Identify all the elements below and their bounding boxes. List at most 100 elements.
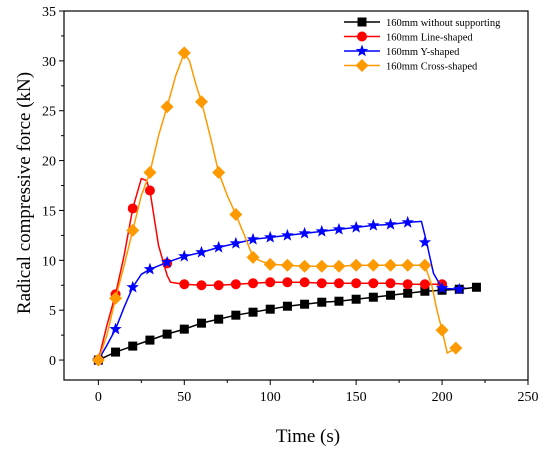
data-point [143, 262, 157, 275]
data-point [111, 347, 121, 357]
data-point [265, 304, 275, 314]
data-point [281, 228, 294, 241]
data-point [179, 324, 189, 334]
data-point [449, 341, 463, 355]
series-line [98, 286, 477, 361]
data-point [453, 282, 466, 295]
legend-label: 160mm Cross-shaped [386, 62, 478, 73]
x-tick-label: 50 [177, 390, 191, 405]
legend-marker [357, 17, 367, 27]
data-point [162, 329, 172, 339]
legend-item-3: 160mm Y-shaped [344, 44, 460, 58]
data-point [385, 278, 396, 289]
data-point [351, 278, 362, 289]
legend-item-1: 160mm without supporting [344, 17, 501, 29]
y-tick-label: 5 [49, 304, 56, 319]
x-tick-label: 100 [260, 390, 281, 405]
data-point [230, 279, 241, 290]
data-point [213, 280, 224, 291]
data-point [126, 280, 139, 293]
data-point [143, 166, 157, 180]
data-point [109, 291, 123, 305]
y-tick-label: 20 [42, 155, 56, 170]
data-point [367, 218, 380, 231]
legend-label: 160mm without supporting [386, 18, 501, 29]
series-4 [91, 46, 463, 367]
x-tick-label: 150 [346, 390, 367, 405]
y-axis-title: Radical compressive force (kN) [14, 72, 35, 314]
y-tick-label: 30 [42, 55, 56, 70]
data-point [368, 278, 379, 289]
data-point [214, 314, 224, 324]
data-point [282, 277, 293, 288]
data-point [246, 232, 260, 245]
data-point [402, 279, 413, 290]
data-point [282, 301, 292, 311]
legend-label: 160mm Y-shaped [386, 47, 460, 58]
legend-label: 160mm Line-shaped [386, 33, 473, 44]
y-tick-label: 25 [42, 105, 56, 120]
data-point [420, 286, 430, 296]
legend-marker [357, 31, 367, 42]
data-point [316, 278, 327, 289]
data-point [144, 185, 155, 196]
data-point [145, 335, 155, 345]
data-point [471, 282, 481, 292]
data-point [403, 288, 413, 298]
data-point [195, 245, 208, 258]
data-point [401, 215, 414, 228]
data-point [246, 250, 260, 264]
data-point [315, 224, 328, 237]
data-point [177, 46, 191, 60]
plot-area [91, 46, 481, 367]
data-point [178, 249, 191, 262]
data-point [280, 258, 294, 272]
data-point [351, 294, 361, 304]
data-point [212, 240, 225, 253]
data-point [127, 203, 138, 214]
data-point [264, 230, 277, 243]
data-point [231, 310, 241, 320]
data-point [418, 258, 432, 272]
data-point [386, 290, 396, 300]
data-point [194, 95, 208, 109]
legend-item-2: 160mm Line-shaped [344, 31, 473, 44]
data-point [332, 259, 346, 273]
series-1 [93, 282, 481, 365]
x-tick-label: 200 [432, 390, 453, 405]
data-point [265, 277, 276, 288]
y-tick-label: 15 [42, 204, 56, 219]
x-axis-title: Time (s) [276, 426, 340, 447]
data-point [366, 258, 380, 272]
data-point [401, 258, 415, 272]
data-point [212, 166, 226, 180]
data-point [128, 341, 138, 351]
data-point [435, 323, 449, 337]
data-point [179, 279, 190, 290]
data-point [160, 100, 174, 114]
legend-marker [355, 59, 369, 72]
plot-frame [63, 10, 529, 381]
data-point [333, 278, 344, 289]
data-point [248, 278, 259, 289]
data-point [298, 226, 311, 239]
data-point [384, 217, 397, 230]
data-point [435, 281, 449, 294]
data-point [298, 259, 312, 273]
data-point [332, 222, 346, 235]
data-point [229, 207, 243, 221]
data-point [109, 322, 122, 335]
data-point [384, 258, 398, 272]
data-point [91, 353, 105, 367]
data-point [300, 299, 310, 309]
data-point [368, 292, 378, 302]
y-tick-label: 10 [42, 254, 56, 269]
data-point [160, 255, 174, 268]
x-tick-label: 250 [518, 390, 539, 405]
data-point [229, 236, 243, 249]
data-point [418, 235, 432, 248]
y-tick-label: 0 [49, 354, 56, 369]
data-point [317, 297, 327, 307]
axes: 0 50 100 150 200 250 0 5 10 15 20 25 30 35 [42, 5, 539, 405]
